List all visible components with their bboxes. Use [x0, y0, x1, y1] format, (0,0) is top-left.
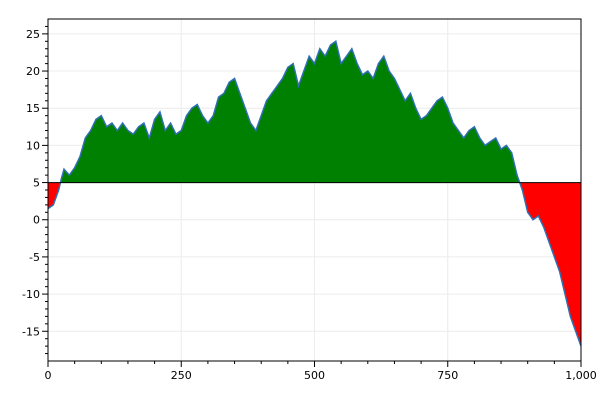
y-tick-label: -15 [22, 325, 40, 338]
y-tick-label: 5 [33, 177, 40, 190]
x-tick-label: 500 [304, 369, 325, 382]
y-tick-label: 25 [26, 28, 40, 41]
line-layer [47, 40, 582, 347]
area-above-baseline [60, 41, 520, 183]
x-tick-label: 1,000 [565, 369, 597, 382]
area-below-baseline [519, 182, 581, 347]
x-tick-label: 0 [45, 369, 52, 382]
x-tick-label: 250 [171, 369, 192, 382]
y-tick-label: -10 [22, 288, 40, 301]
plot-frame [47, 18, 582, 362]
y-tick-label: 15 [26, 102, 40, 115]
y-tick-label: 20 [26, 65, 40, 78]
x-tick-label: 750 [437, 369, 458, 382]
fill-layer [48, 41, 581, 347]
y-tick-label: 10 [26, 139, 40, 152]
y-tick-label: -5 [29, 251, 40, 264]
series-line-signal [47, 40, 582, 347]
y-tick-label: 0 [33, 214, 40, 227]
area-below-baseline [48, 182, 61, 209]
